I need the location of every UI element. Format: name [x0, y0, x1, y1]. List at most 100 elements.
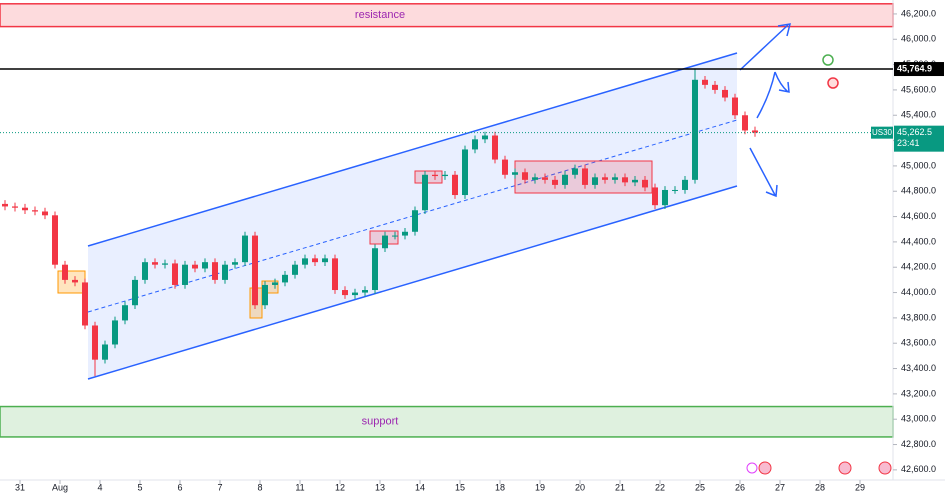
candle-body: [202, 262, 208, 269]
candle-body: [282, 274, 288, 283]
y-tick-label: 46,200.0: [901, 8, 936, 18]
candle-body: [242, 235, 248, 263]
x-tick-label: 8: [257, 482, 262, 492]
y-tick-label: 43,600.0: [901, 338, 936, 348]
candle-body: [132, 279, 138, 306]
candle-body: [402, 231, 408, 236]
candle-body: [362, 290, 368, 293]
x-tick-label: 18: [495, 482, 505, 492]
candle-body: [422, 174, 428, 211]
y-tick-label: 46,000.0: [901, 34, 936, 44]
candle-body: [662, 189, 668, 206]
arrow: [749, 147, 778, 198]
candle-body: [262, 284, 268, 306]
candle-body: [592, 177, 598, 185]
candle-body: [582, 168, 588, 185]
symbol-label: US30: [872, 128, 893, 137]
zone-label: support: [362, 416, 399, 428]
candle-body: [462, 149, 468, 196]
channel-upper: [87, 52, 738, 247]
x-tick-label: 21: [615, 482, 625, 492]
candle-body: [112, 320, 118, 345]
candle-body: [92, 325, 98, 360]
candle-body: [652, 187, 658, 206]
candle-body: [192, 264, 198, 269]
zone-label: resistance: [355, 9, 405, 21]
x-tick-label: 26: [735, 482, 745, 492]
candle-body: [432, 174, 438, 177]
x-tick-label: 29: [855, 482, 865, 492]
candle-body: [642, 179, 648, 188]
candle-body: [342, 290, 348, 296]
y-tick-label: 44,800.0: [901, 186, 936, 196]
arrow: [739, 23, 792, 71]
candle-body: [752, 130, 758, 133]
price-label: 45,262.5: [897, 127, 932, 137]
y-tick-label: 44,200.0: [901, 262, 936, 272]
candle-body: [42, 211, 48, 216]
candle-body: [352, 292, 358, 296]
x-tick-label: 28: [815, 482, 825, 492]
candle-body: [572, 168, 578, 175]
x-tick-label: Aug: [52, 482, 68, 492]
x-tick-label: 12: [335, 482, 345, 492]
y-tick-label: 45,600.0: [901, 84, 936, 94]
candle-body: [382, 235, 388, 249]
candle-body: [512, 172, 518, 175]
candle-body: [12, 206, 18, 208]
candle-body: [482, 135, 488, 140]
event-icon[interactable]: [746, 462, 758, 474]
candle-body: [22, 207, 28, 211]
candle-body: [492, 135, 498, 160]
candle-body: [162, 263, 168, 265]
candle-body: [332, 258, 338, 291]
candle-body: [312, 258, 318, 263]
candle-body: [722, 89, 728, 98]
candle-body: [302, 258, 308, 265]
candle-body: [532, 177, 538, 180]
candle-body: [562, 174, 568, 185]
candle-body: [232, 262, 238, 265]
event-icon[interactable]: [878, 461, 892, 475]
candle-body: [442, 174, 448, 177]
marker-circle: [822, 54, 834, 66]
x-tick-label: 11: [295, 482, 304, 492]
x-tick-label: 5: [137, 482, 142, 492]
y-tick-label: 43,400.0: [901, 363, 936, 373]
candle-body: [292, 264, 298, 275]
x-tick-label: 14: [415, 482, 425, 492]
x-tick-label: 4: [97, 482, 102, 492]
candle-body: [122, 305, 128, 321]
event-icon[interactable]: [838, 461, 852, 475]
candle-body: [412, 210, 418, 232]
candle-body: [372, 248, 378, 291]
y-tick-label: 44,400.0: [901, 236, 936, 246]
candle-body: [702, 79, 708, 85]
countdown: 23:41: [897, 138, 920, 148]
candle-body: [552, 179, 558, 185]
marker-circle: [827, 77, 839, 89]
candle-body: [522, 172, 528, 180]
candle-body: [2, 203, 8, 207]
candle-body: [72, 279, 78, 283]
candle-body: [252, 235, 258, 306]
y-tick-label: 45,000.0: [901, 160, 936, 170]
y-tick-label: 42,600.0: [901, 464, 936, 474]
x-tick-label: 27: [775, 482, 785, 492]
x-tick-label: 13: [375, 482, 385, 492]
candle-body: [542, 177, 548, 180]
candle-body: [172, 263, 178, 285]
event-icon[interactable]: [758, 461, 772, 475]
arrow: [756, 71, 790, 119]
candle-body: [502, 159, 508, 175]
candle-body: [222, 264, 228, 280]
y-tick-label: 42,800.0: [901, 439, 936, 449]
x-tick-label: 22: [655, 482, 665, 492]
candle-body: [52, 215, 58, 265]
candle-body: [32, 210, 38, 212]
channel-lower: [87, 185, 738, 380]
candle-body: [602, 177, 608, 180]
y-tick-label: 44,600.0: [901, 211, 936, 221]
y-tick-label: 44,000.0: [901, 287, 936, 297]
candle-body: [452, 174, 458, 196]
